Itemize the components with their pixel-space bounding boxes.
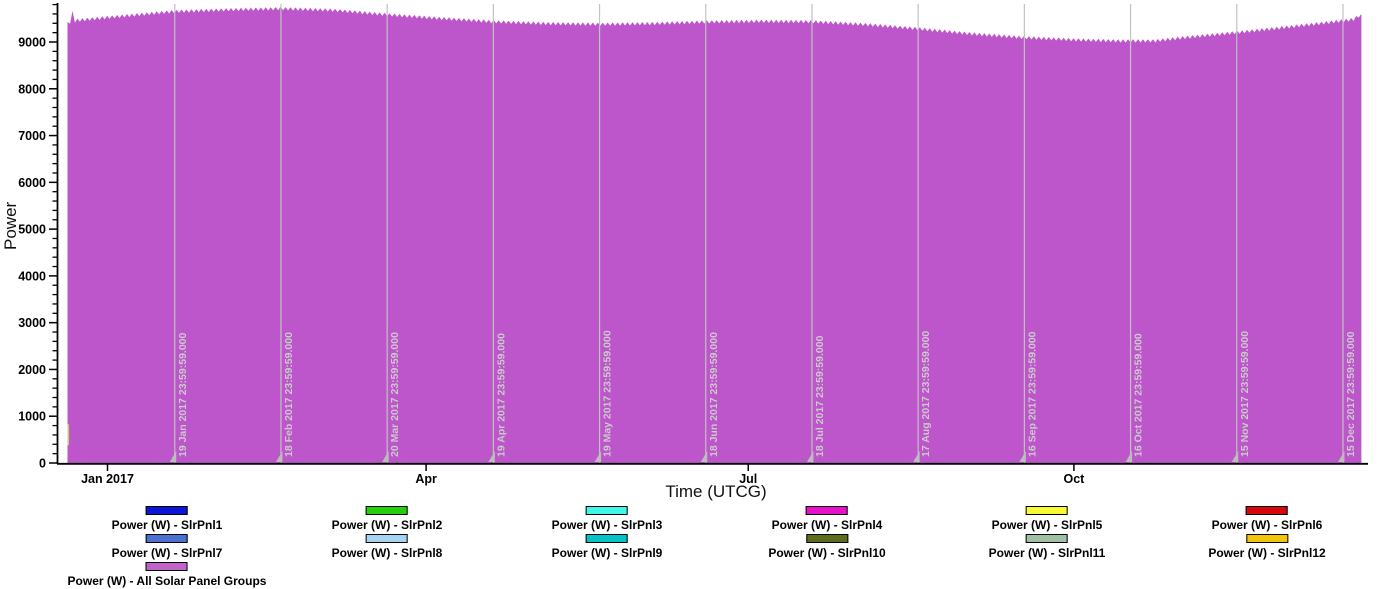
legend-label: Power (W) - SlrPnl11 xyxy=(988,546,1106,560)
x-tick-label: Apr xyxy=(415,472,437,486)
gridline-date-label: 15 Nov 2017 23:59:59.000 xyxy=(1239,331,1251,457)
legend-swatch xyxy=(145,562,188,571)
legend-label: Power (W) - SlrPnl10 xyxy=(768,546,886,560)
legend-label: Power (W) - SlrPnl8 xyxy=(331,546,443,560)
gridline-base-marker xyxy=(488,451,495,462)
legend-item: Power (W) - SlrPnl12 xyxy=(1208,534,1326,560)
x-tick-label: Jul xyxy=(739,472,757,486)
x-tick-label: Oct xyxy=(1063,472,1085,486)
gridline-date-label: 15 Dec 2017 23:59:59.000 xyxy=(1345,331,1357,457)
legend-item: Power (W) - SlrPnl4 xyxy=(771,506,883,532)
gridline-date-label: 19 Apr 2017 23:59:59.000 xyxy=(495,333,507,457)
legend-swatch xyxy=(1246,506,1288,515)
legend-label: Power (W) - SlrPnl12 xyxy=(1208,546,1326,560)
legend-label: Power (W) - SlrPnl1 xyxy=(111,518,223,532)
gridline-base-marker xyxy=(275,451,283,462)
legend-item: Power (W) - SlrPnl1 xyxy=(111,506,223,532)
legend-item: Power (W) - SlrPnl7 xyxy=(111,534,223,560)
gridline-date-label: 19 Jan 2017 23:59:59.000 xyxy=(177,332,189,457)
y-tick-label: 4000 xyxy=(18,269,46,283)
legend-swatch xyxy=(366,506,408,515)
legend-label: Power (W) - SlrPnl7 xyxy=(111,546,223,560)
legend-label: Power (W) - SlrPnl9 xyxy=(551,546,663,560)
legend-item: Power (W) - All Solar Panel Groups xyxy=(67,562,267,588)
plot-svg: 19 Jan 2017 23:59:59.000 18 Feb 2017 23:5… xyxy=(18,3,1368,486)
legend-swatch xyxy=(586,534,628,543)
legend-swatch xyxy=(366,534,408,543)
legend-item: Power (W) - SlrPnl11 xyxy=(988,534,1106,560)
y-tick-label: 1000 xyxy=(18,410,46,424)
legend-item: Power (W) - SlrPnl9 xyxy=(551,534,663,560)
gridline-base-marker xyxy=(913,451,920,462)
gridline-date-label: 18 Feb 2017 23:59:59.000 xyxy=(283,332,295,457)
x-tick-label: Jan 2017 xyxy=(81,472,134,486)
legend-swatch xyxy=(146,506,188,515)
legend-swatch xyxy=(805,534,848,543)
gridline-base-marker xyxy=(806,451,814,462)
y-tick-label: 3000 xyxy=(18,316,46,330)
gridline-date-label: 16 Sep 2017 23:59:59.000 xyxy=(1026,331,1038,457)
legend-item: Power (W) - SlrPnl3 xyxy=(551,506,663,532)
y-tick-label: 6000 xyxy=(18,176,46,190)
legend-item: Power (W) - SlrPnl5 xyxy=(991,506,1103,532)
legend-label: Power (W) - SlrPnl6 xyxy=(1211,518,1323,532)
legend-label: Power (W) - SlrPnl3 xyxy=(551,518,663,532)
legend-swatch xyxy=(1245,534,1288,543)
gridline-date-label: 19 May 2017 23:59:59.000 xyxy=(602,330,614,457)
legend-label: Power (W) - SlrPnl4 xyxy=(771,518,883,532)
legend-item: Power (W) - SlrPnl6 xyxy=(1211,506,1323,532)
legend-item: Power (W) - SlrPnl8 xyxy=(331,534,443,560)
legend-swatch xyxy=(1025,534,1068,543)
legend-swatch xyxy=(1026,506,1068,515)
y-tick-label: 0 xyxy=(39,457,46,471)
legend-item: Power (W) - SlrPnl10 xyxy=(768,534,886,560)
gridline-base-marker xyxy=(1337,451,1345,462)
legend-label: Power (W) - SlrPnl5 xyxy=(991,518,1103,532)
x-axis-title: Time (UTCG) xyxy=(665,482,767,501)
gridline-base-marker xyxy=(382,451,389,462)
legend-item: Power (W) - SlrPnl2 xyxy=(331,506,443,532)
gridline-base-marker xyxy=(1231,451,1239,462)
legend-label: Power (W) - All Solar Panel Groups xyxy=(67,574,267,588)
gridline-date-label: 17 Aug 2017 23:59:59.000 xyxy=(920,331,932,457)
gridline-base-marker xyxy=(1125,451,1133,462)
gridline-base-marker xyxy=(700,451,708,462)
y-tick-label: 9000 xyxy=(18,36,46,50)
y-tick-label: 8000 xyxy=(18,82,46,96)
legend-swatch xyxy=(146,534,188,543)
y-tick-label: 7000 xyxy=(18,129,46,143)
legend-label: Power (W) - SlrPnl2 xyxy=(331,518,443,532)
gridline-date-label: 16 Oct 2017 23:59:59.000 xyxy=(1133,333,1145,457)
legend-swatch xyxy=(806,506,848,515)
y-tick-label: 5000 xyxy=(18,223,46,237)
legend-swatch xyxy=(586,506,628,515)
gridline-base-marker xyxy=(169,451,177,462)
gridline-date-label: 18 Jul 2017 23:59:59.000 xyxy=(814,335,826,457)
gridline-base-marker xyxy=(594,451,602,462)
y-tick-label: 2000 xyxy=(18,363,46,377)
y-axis-title: Power xyxy=(1,201,20,250)
gridline-base-marker xyxy=(1019,451,1026,462)
gridline-date-label: 20 Mar 2017 23:59:59.000 xyxy=(389,332,401,457)
gridline-date-label: 18 Jun 2017 23:59:59.000 xyxy=(708,332,720,457)
